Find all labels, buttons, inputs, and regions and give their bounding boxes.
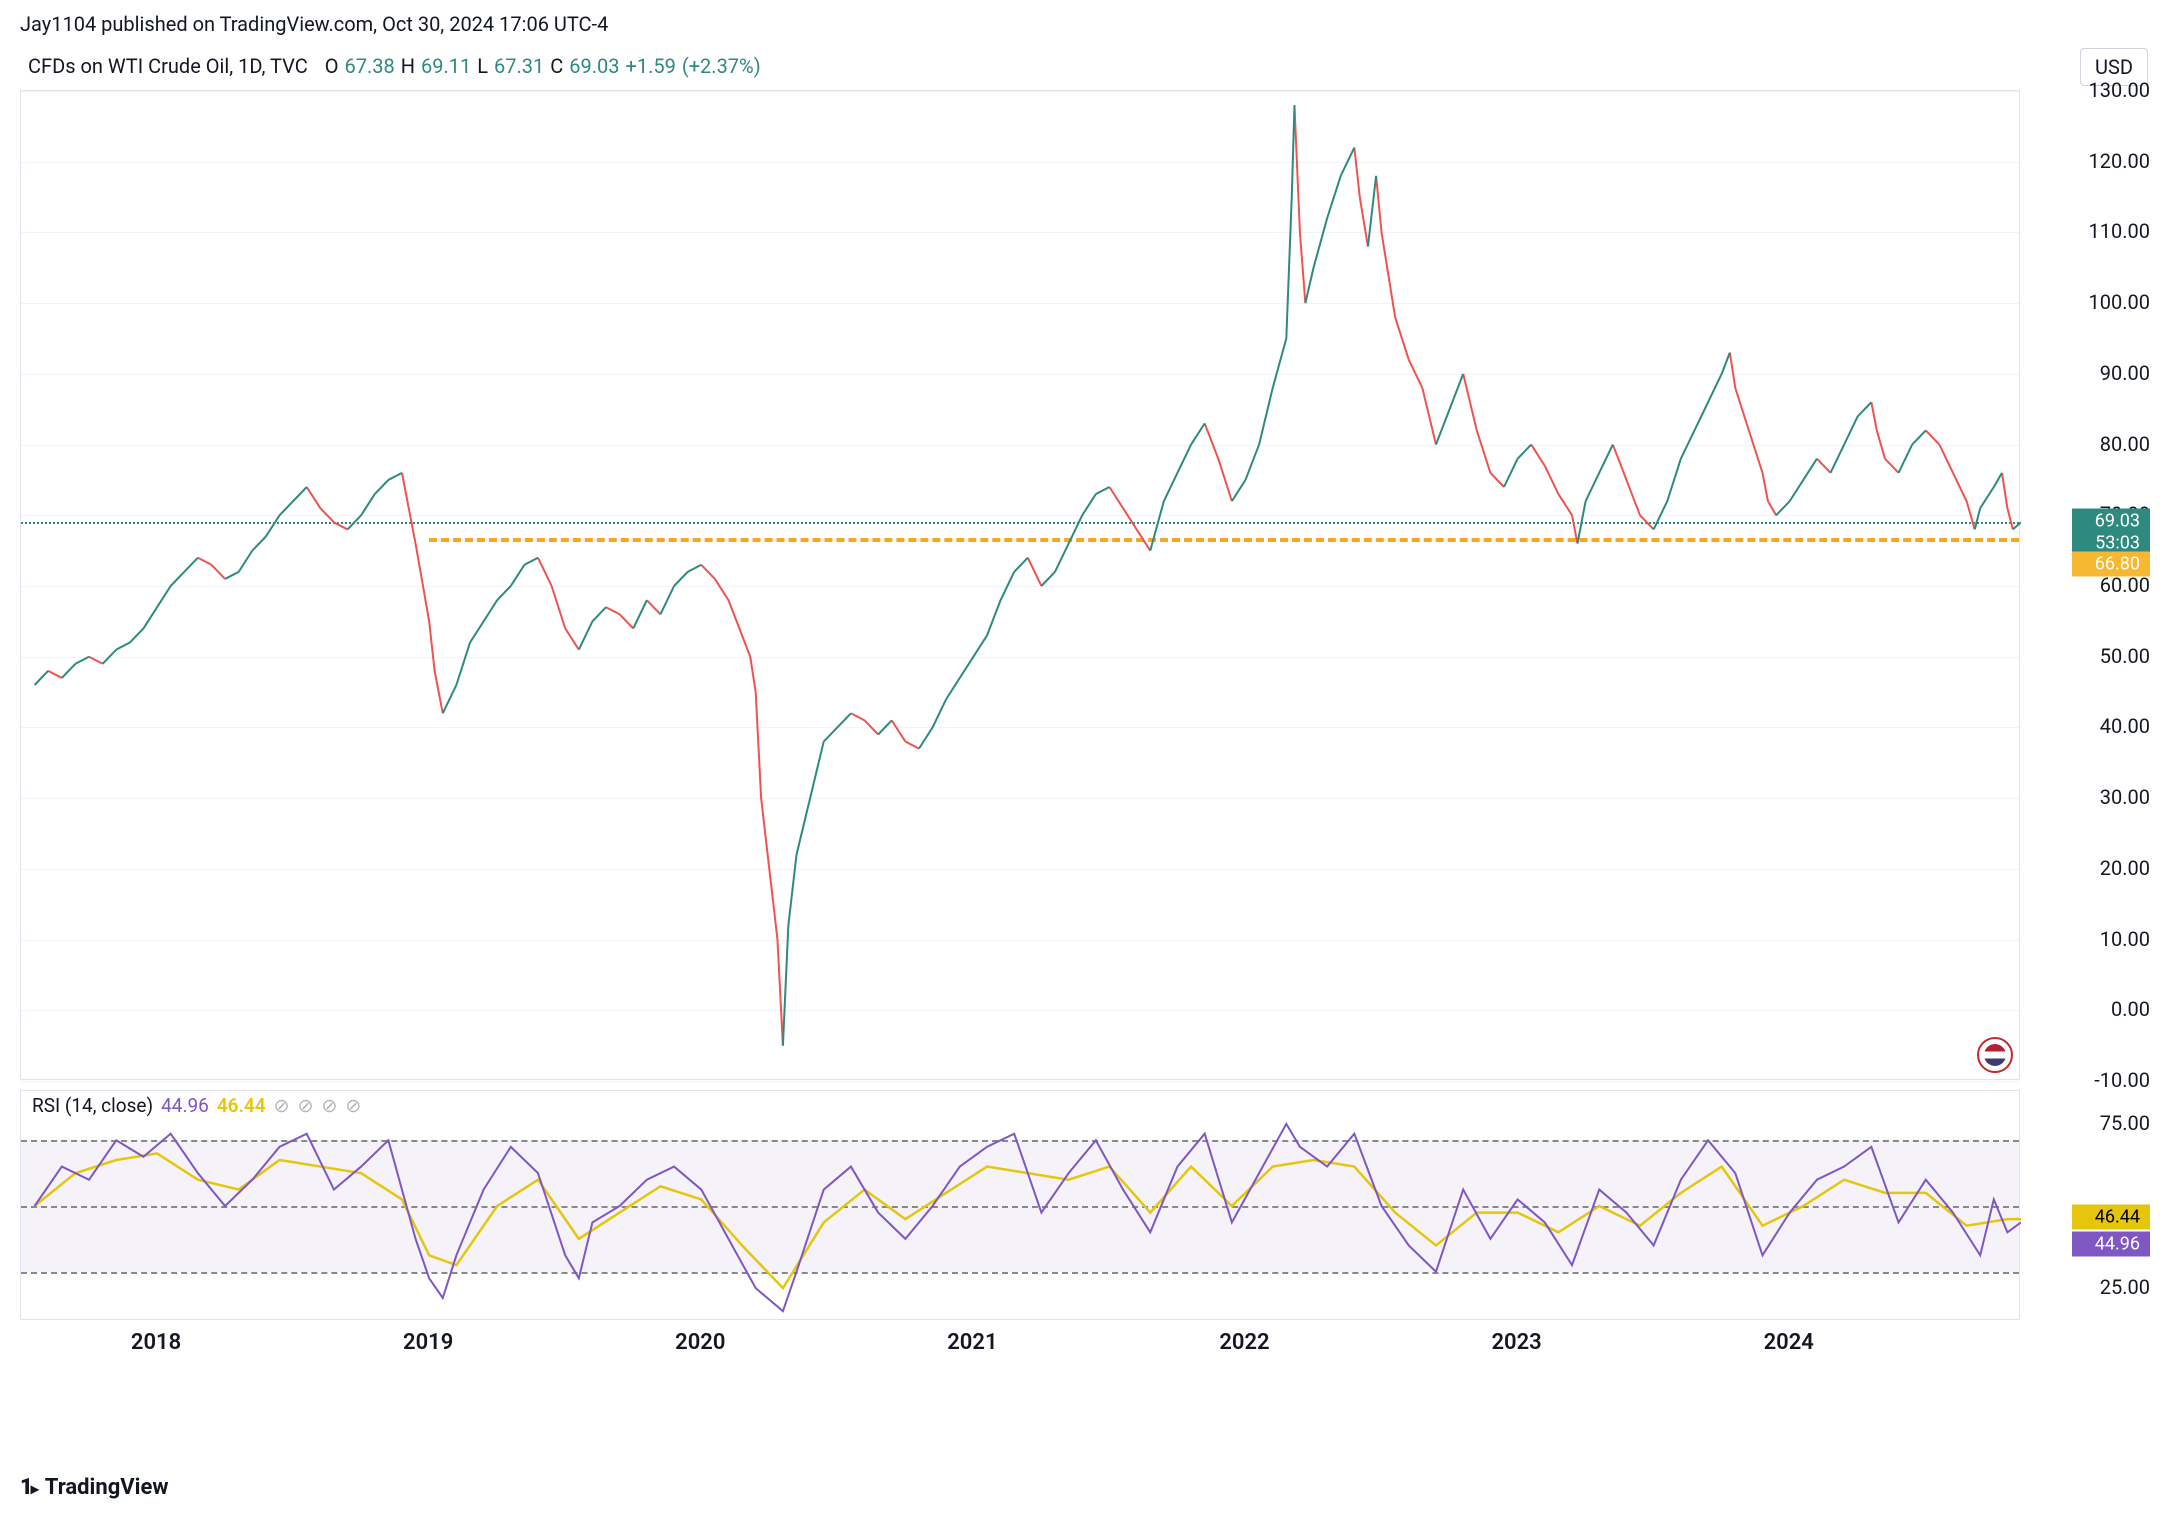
rsi-value-tag: 46.44 <box>2072 1204 2150 1229</box>
y-tick-label: 0.00 <box>2111 997 2150 1021</box>
change-value: +1.59 <box>626 54 676 78</box>
rsi-placeholder: ⊘ <box>274 1094 290 1117</box>
price-series-svg <box>21 91 2021 1081</box>
high-value: 69.11 <box>421 54 471 78</box>
y-tick-label: 60.00 <box>2100 573 2150 597</box>
rsi-value-tag: 44.96 <box>2072 1232 2150 1257</box>
x-tick-label: 2024 <box>1764 1330 1814 1355</box>
rsi-placeholder: ⊘ <box>322 1094 338 1117</box>
y-tick-label: 20.00 <box>2100 856 2150 880</box>
low-label: L <box>477 54 488 78</box>
y-tick-label: 50.00 <box>2100 644 2150 668</box>
rsi-placeholder: ⊘ <box>345 1094 361 1117</box>
y-tick-label: 30.00 <box>2100 785 2150 809</box>
y-tick-label: -10.00 <box>2094 1068 2150 1092</box>
low-value: 67.31 <box>494 54 544 78</box>
rsi-y-tick-label: 25.00 <box>2100 1275 2150 1299</box>
x-tick-label: 2020 <box>675 1330 725 1355</box>
publish-header: Jay1104 published on TradingView.com, Oc… <box>20 12 608 36</box>
us-flag-icon <box>1977 1037 2013 1073</box>
change-pct: (+2.37%) <box>682 54 761 78</box>
open-value: 67.38 <box>344 54 394 78</box>
rsi-value-purple: 44.96 <box>161 1094 209 1117</box>
rsi-value-yellow: 46.44 <box>217 1094 266 1117</box>
y-tick-label: 120.00 <box>2089 149 2150 173</box>
price-tag: 66.80 <box>2072 551 2150 576</box>
y-tick-label: 90.00 <box>2100 361 2150 385</box>
publisher-name: Jay1104 <box>20 12 96 36</box>
rsi-series-svg <box>21 1091 2021 1321</box>
x-tick-label: 2023 <box>1491 1330 1541 1355</box>
rsi-y-tick-label: 75.00 <box>2100 1111 2150 1135</box>
time-x-axis[interactable]: 2018 2019 2020 2021 2022 2023 2024 <box>20 1330 2020 1370</box>
rsi-y-axis[interactable]: 25.00 75.00 46.44 44.96 <box>2030 1090 2150 1320</box>
y-tick-label: 40.00 <box>2100 714 2150 738</box>
x-tick-label: 2018 <box>131 1330 181 1355</box>
price-y-axis[interactable]: -10.000.0010.0020.0030.0040.0050.0060.00… <box>2030 90 2150 1080</box>
y-tick-label: 10.00 <box>2100 927 2150 951</box>
price-chart-panel[interactable] <box>20 90 2020 1080</box>
y-tick-label: 110.00 <box>2089 219 2150 243</box>
y-tick-label: 100.00 <box>2089 290 2150 314</box>
close-label: C <box>550 54 563 78</box>
publish-timestamp: Oct 30, 2024 17:06 UTC-4 <box>382 12 608 36</box>
tradingview-footer: 1▸ TradingView <box>20 1475 169 1500</box>
tradingview-logo-icon: 1▸ <box>20 1475 37 1500</box>
x-tick-label: 2022 <box>1219 1330 1269 1355</box>
brand-label: TradingView <box>45 1475 169 1500</box>
rsi-panel[interactable] <box>20 1090 2020 1320</box>
y-tick-label: 130.00 <box>2089 78 2150 102</box>
instrument-ohlc-row: CFDs on WTI Crude Oil, 1D, TVC O67.38 H6… <box>28 54 761 78</box>
instrument-name: CFDs on WTI Crude Oil, 1D, TVC <box>28 54 308 78</box>
rsi-label: RSI (14, close) <box>32 1094 153 1117</box>
published-on: published on TradingView.com, <box>101 12 377 36</box>
x-tick-label: 2019 <box>403 1330 453 1355</box>
y-tick-label: 80.00 <box>2100 432 2150 456</box>
close-value: 69.03 <box>569 54 619 78</box>
high-label: H <box>401 54 415 78</box>
open-label: O <box>325 54 339 78</box>
rsi-header: RSI (14, close) 44.96 46.44 ⊘ ⊘ ⊘ ⊘ <box>32 1094 361 1117</box>
x-tick-label: 2021 <box>947 1330 997 1355</box>
rsi-placeholder: ⊘ <box>298 1094 314 1117</box>
